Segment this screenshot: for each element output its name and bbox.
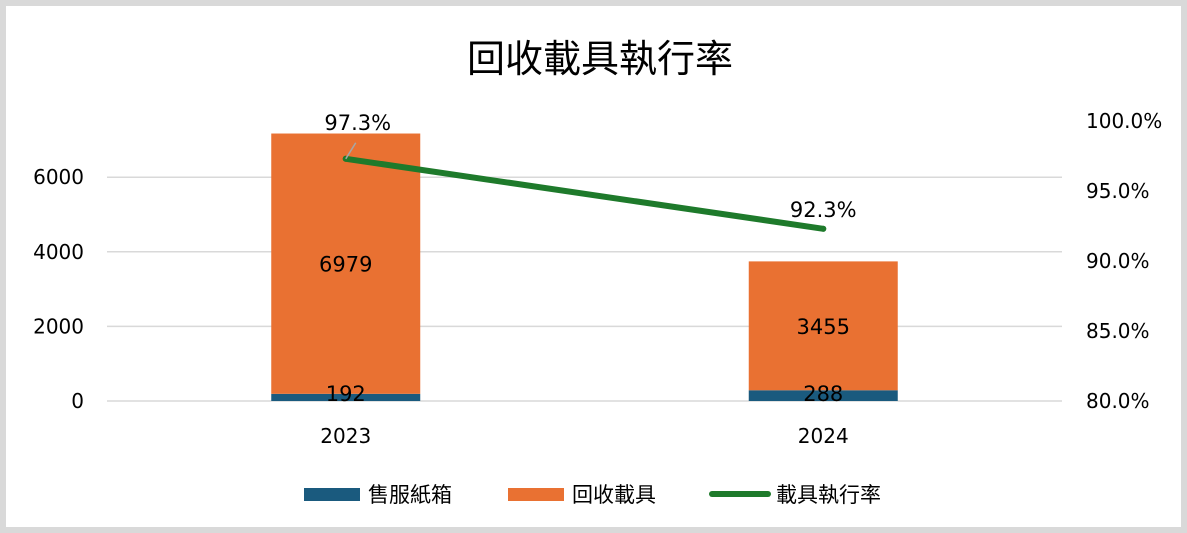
y-right-tick-label: 90.0% [1086, 249, 1150, 273]
data-label-boxes-2023: 192 [326, 382, 366, 406]
data-label-boxes-2024: 288 [803, 382, 843, 406]
legend-label-carriers: 回收載具 [572, 483, 656, 507]
rate-point-2024 [820, 225, 827, 232]
legend-swatch-carriers [508, 488, 564, 501]
y-right-tick-label: 100.0% [1086, 109, 1162, 133]
y-left-tick-label: 4000 [33, 240, 84, 264]
gridlines [107, 176, 1062, 402]
bar-2023-carriers [271, 133, 421, 394]
data-label-rate-2024: 92.3% [790, 198, 857, 222]
data-label-carriers-2024: 3455 [797, 315, 850, 339]
bar-2024-boxes [748, 390, 898, 401]
x-axis: 2023 2024 [320, 424, 848, 448]
bars: 192 6979 288 3455 [271, 133, 898, 406]
y-left-tick-label: 0 [71, 389, 84, 413]
chart-title: 回收載具執行率 [467, 37, 733, 81]
y-axis-left: 0 2000 4000 6000 [33, 165, 84, 413]
y-left-tick-label: 2000 [33, 314, 84, 338]
legend-swatch-boxes [304, 488, 360, 501]
x-tick-label: 2023 [320, 424, 371, 448]
rate-series-line [342, 155, 827, 232]
y-right-tick-label: 95.0% [1086, 179, 1150, 203]
bar-2024-carriers [748, 261, 898, 391]
legend: 售服紙箱 回收載具 載具執行率 [304, 483, 881, 507]
data-label-rate-2023: 97.3% [324, 111, 391, 135]
y-right-tick-label: 85.0% [1086, 319, 1150, 343]
legend-label-boxes: 售服紙箱 [368, 483, 452, 507]
y-axis-right: 80.0% 85.0% 90.0% 95.0% 100.0% [1086, 109, 1162, 413]
y-left-tick-label: 6000 [33, 165, 84, 189]
x-tick-label: 2024 [798, 424, 849, 448]
y-right-tick-label: 80.0% [1086, 389, 1150, 413]
label-leader-line [345, 142, 357, 160]
bar-2023-boxes [271, 393, 421, 401]
data-label-carriers-2023: 6979 [319, 253, 372, 277]
combo-chart: 回收載具執行率 0 2000 4000 6000 80.0% 85.0% 90.0% 95.… [33, 37, 1162, 507]
legend-label-rate: 載具執行率 [776, 483, 881, 507]
rate-line: 97.3% 92.3% [324, 111, 857, 232]
